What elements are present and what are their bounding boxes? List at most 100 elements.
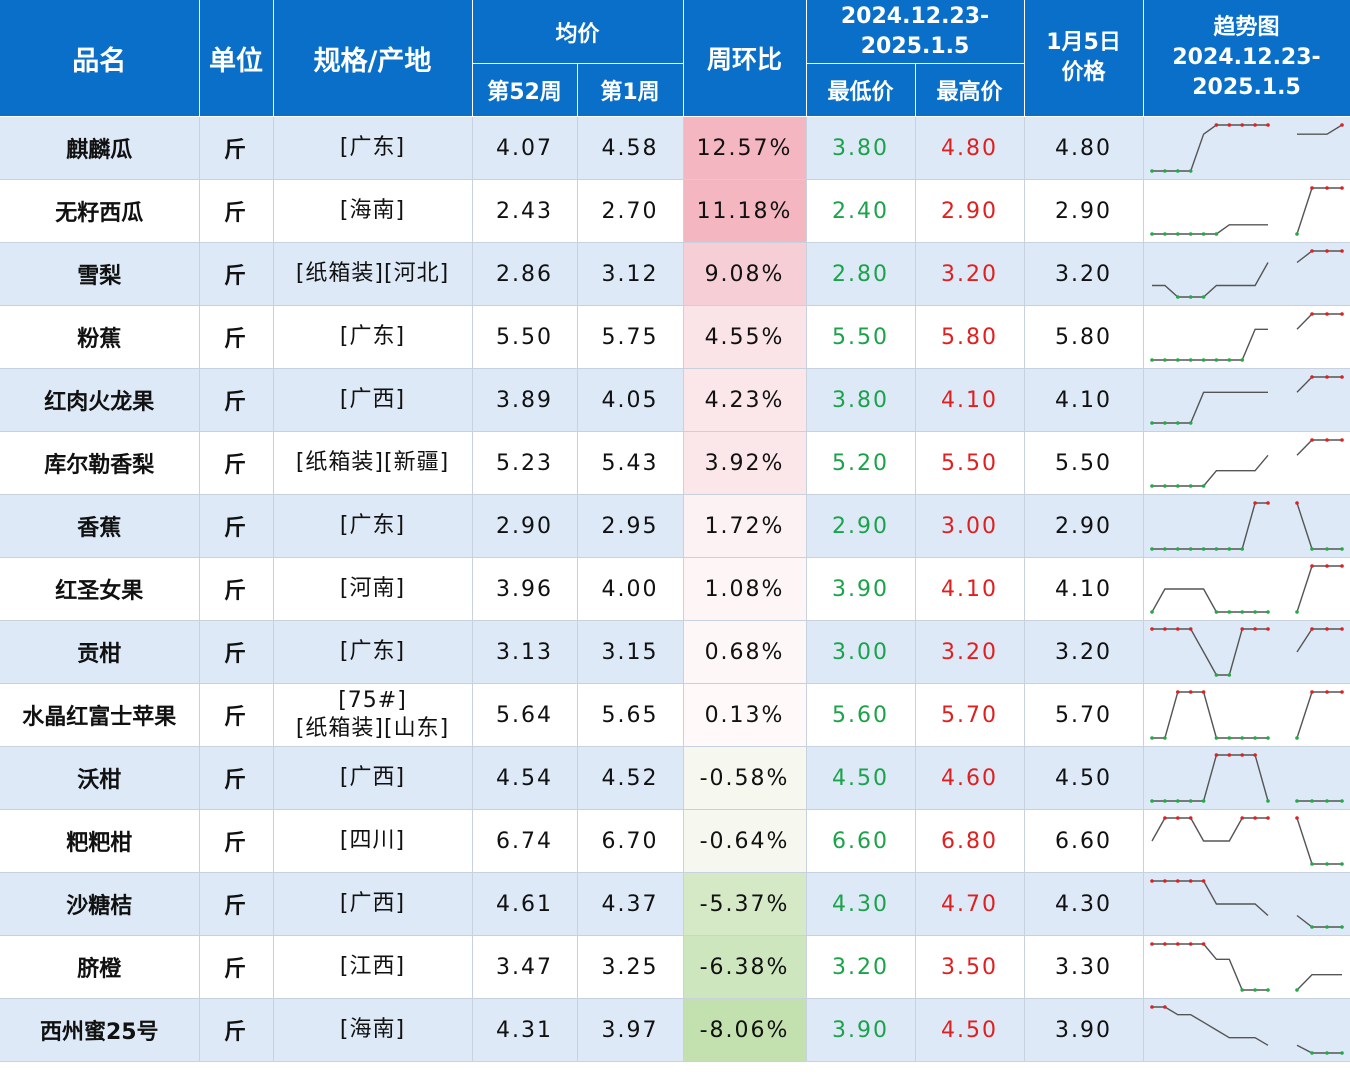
trend-main-point: [1265, 799, 1270, 803]
trend-main-point: [1162, 232, 1167, 236]
trend-main-point: [1265, 736, 1270, 740]
trend-recent-point: [1324, 799, 1329, 803]
cell-unit: 斤: [199, 683, 274, 747]
trend-recent-point: [1309, 547, 1314, 551]
trend-recent-point: [1294, 799, 1299, 803]
cell-jan5-price: 3.30: [1024, 935, 1144, 999]
trend-main-point: [1252, 501, 1257, 505]
trend-main-point: [1149, 169, 1154, 173]
trend-main-point: [1201, 799, 1205, 803]
trend-main-point: [1188, 799, 1193, 803]
trend-main-point: [1162, 1005, 1167, 1009]
table-row: 粉蕉斤 [广东] 5.50 5.75 4.55% 5.50 5.80 5.80: [0, 305, 1350, 369]
cell-unit: 斤: [199, 494, 274, 558]
trend-recent-point: [1324, 564, 1329, 568]
trend-main-point: [1201, 690, 1205, 694]
trend-main-point: [1175, 421, 1180, 425]
table-row: 香蕉斤 [广东] 2.90 2.95 1.72% 2.90 3.00 2.90: [0, 494, 1350, 558]
cell-jan5-price: 4.10: [1024, 557, 1144, 621]
trend-main-point: [1214, 358, 1218, 362]
cell-unit: 斤: [199, 557, 274, 621]
trend-recent-line: [1295, 502, 1342, 550]
trend-main-point: [1188, 942, 1193, 946]
trend-recent-line: [1295, 628, 1342, 653]
trend-main-point: [1175, 816, 1180, 820]
trend-recent-point: [1339, 249, 1344, 253]
cell-high-price: 2.90: [915, 179, 1025, 243]
trend-main-point: [1201, 942, 1205, 946]
trend-main-point: [1149, 627, 1154, 631]
cell-jan5-price: 4.30: [1024, 872, 1144, 936]
trend-main-point: [1239, 358, 1244, 362]
cell-high-price: 3.00: [915, 494, 1025, 558]
cell-week1-avg: 3.97: [577, 998, 684, 1062]
table-row: 无籽西瓜斤 [海南] 2.43 2.70 11.18% 2.40 2.90 2.90: [0, 179, 1350, 243]
cell-wow: -0.58%: [683, 746, 807, 810]
table-row: 红肉火龙果斤 [广西] 3.89 4.05 4.23% 3.80 4.10 4.10: [0, 368, 1350, 432]
trend-main-point: [1214, 610, 1218, 614]
trend-main-point: [1162, 169, 1167, 173]
trend-recent-point: [1324, 249, 1329, 253]
trend-main-point: [1265, 988, 1270, 992]
trend-sparkline: [1149, 627, 1344, 677]
trend-main-point: [1149, 232, 1154, 236]
cell-spec: [广西]: [273, 746, 473, 810]
cell-low-price: 3.80: [806, 116, 916, 180]
trend-main-point: [1149, 1005, 1154, 1009]
cell-high-price: 3.20: [915, 242, 1025, 306]
trend-recent-point: [1324, 1051, 1329, 1055]
trend-recent-line: [1295, 187, 1342, 235]
cell-week1-avg: 3.15: [577, 620, 684, 684]
cell-week52-avg: 4.07: [472, 116, 578, 180]
trend-recent-line: [1296, 439, 1342, 456]
cell-jan5-price: 6.60: [1024, 809, 1144, 873]
cell-unit: 斤: [199, 998, 274, 1062]
table-row: 雪梨斤 [纸箱装][河北] 2.86 3.12 9.08% 2.80 3.20 3.20: [0, 242, 1350, 306]
trend-recent-point: [1339, 564, 1344, 568]
cell-spec: [四川]: [273, 809, 473, 873]
cell-week1-avg: 3.25: [577, 935, 684, 999]
trend-sparkline: [1151, 249, 1344, 299]
cell-high-price: 4.80: [915, 116, 1025, 180]
trend-main-line: [1150, 817, 1268, 842]
cell-low-price: 3.80: [806, 368, 916, 432]
header-avg: 均价: [472, 0, 684, 64]
trend-recent-point: [1339, 186, 1344, 190]
cell-unit: 斤: [199, 431, 274, 495]
trend-recent-point: [1324, 438, 1329, 442]
trend-main-line: [1151, 502, 1268, 550]
cell-wow: 1.72%: [683, 494, 807, 558]
trend-main-point: [1201, 484, 1205, 488]
trend-main-point: [1239, 123, 1244, 127]
trend-sparkline: [1149, 879, 1344, 929]
cell-name: 水晶红富士苹果: [0, 683, 200, 747]
trend-sparkline: [1149, 1005, 1344, 1055]
cell-trend: [1143, 116, 1350, 180]
trend-recent-line: [1296, 914, 1342, 928]
trend-main-point: [1227, 673, 1231, 677]
cell-jan5-price: 3.90: [1024, 998, 1144, 1062]
trend-recent-point: [1294, 816, 1299, 820]
trend-main-point: [1175, 358, 1180, 362]
cell-week1-avg: 6.70: [577, 809, 684, 873]
trend-recent-point: [1339, 312, 1344, 316]
cell-spec: [纸箱装][新疆]: [273, 431, 473, 495]
trend-main-point: [1214, 123, 1218, 127]
cell-wow: 0.13%: [683, 683, 807, 747]
trend-recent-point: [1309, 249, 1314, 253]
header-wow: 周环比: [683, 0, 807, 117]
table-row: 贡柑斤 [广东] 3.13 3.15 0.68% 3.00 3.20 3.20: [0, 620, 1350, 684]
trend-main-point: [1239, 627, 1244, 631]
trend-recent-point: [1339, 1051, 1344, 1055]
trend-sparkline: [1149, 312, 1344, 362]
cell-low-price: 3.20: [806, 935, 916, 999]
trend-main-point: [1239, 816, 1244, 820]
trend-main-point: [1227, 123, 1231, 127]
cell-name: 粉蕉: [0, 305, 200, 369]
trend-main-line: [1150, 588, 1268, 613]
header-spec: 规格/产地: [273, 0, 473, 117]
trend-main-point: [1149, 610, 1154, 614]
trend-sparkline: [1149, 564, 1344, 614]
cell-wow: -6.38%: [683, 935, 807, 999]
cell-name: 红肉火龙果: [0, 368, 200, 432]
